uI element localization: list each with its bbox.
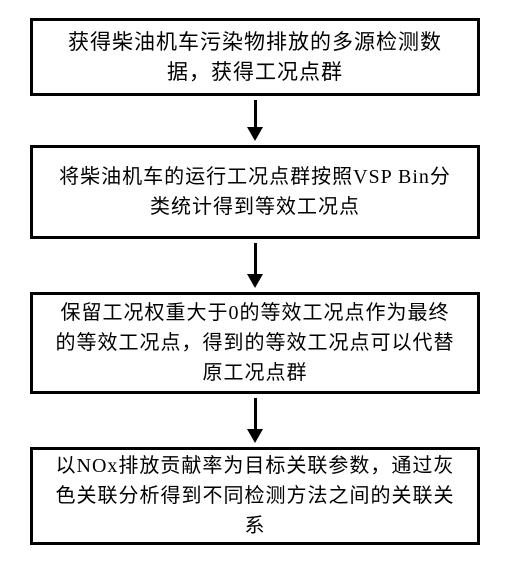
arrow-head-icon	[247, 274, 263, 288]
flow-node-1: 获得柴油机车污染物排放的多源检测数据，获得工况点群	[30, 18, 480, 96]
flow-arrow-1	[247, 100, 263, 141]
flow-node-4: 以NOx排放贡献率为目标关联参数，通过灰色关联分析得到不同检测方法之间的关联关系	[30, 447, 480, 545]
arrow-shaft	[254, 243, 257, 275]
flow-arrow-3	[247, 398, 263, 443]
flow-arrow-2	[247, 243, 263, 288]
flow-node-3-text: 保留工况权重大于0的等效工况点作为最终的等效工况点，得到的等效工况点可以代替原工…	[51, 298, 459, 388]
flowchart-container: 获得柴油机车污染物排放的多源检测数据，获得工况点群 将柴油机车的运行工况点群按照…	[30, 18, 480, 545]
flow-node-2-text: 将柴油机车的运行工况点群按照VSP Bin分类统计得到等效工况点	[51, 162, 459, 222]
arrow-head-icon	[247, 127, 263, 141]
arrow-head-icon	[247, 429, 263, 443]
flow-node-3: 保留工况权重大于0的等效工况点作为最终的等效工况点，得到的等效工况点可以代替原工…	[30, 292, 480, 394]
flow-node-1-text: 获得柴油机车污染物排放的多源检测数据，获得工况点群	[51, 27, 459, 87]
flow-node-4-text: 以NOx排放贡献率为目标关联参数，通过灰色关联分析得到不同检测方法之间的关联关系	[51, 451, 459, 541]
flow-node-2: 将柴油机车的运行工况点群按照VSP Bin分类统计得到等效工况点	[30, 145, 480, 239]
arrow-shaft	[254, 398, 257, 430]
arrow-shaft	[254, 100, 257, 128]
